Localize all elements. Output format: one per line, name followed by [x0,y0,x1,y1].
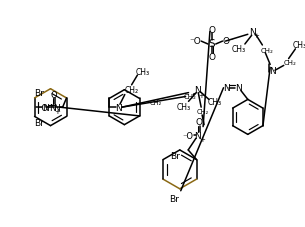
Text: +: + [54,109,60,115]
Text: CH₂: CH₂ [283,60,296,66]
Text: N: N [42,103,48,112]
Text: Br: Br [169,194,179,203]
Text: +: + [199,137,205,143]
Text: N: N [269,67,275,75]
Text: O: O [208,53,215,62]
Text: Br: Br [170,152,180,160]
Text: N: N [194,86,201,95]
Text: Br: Br [34,118,44,127]
Text: N: N [53,103,60,112]
Text: CH₃: CH₃ [177,102,191,111]
Text: CH₂: CH₂ [261,48,274,54]
Text: N: N [116,103,122,112]
Text: N: N [195,131,201,140]
Text: CH₂: CH₂ [197,109,209,115]
Text: CH₃: CH₃ [135,67,149,76]
Text: +: + [254,33,260,39]
Text: CH₂: CH₂ [184,94,197,100]
Text: ⁻O: ⁻O [38,103,49,112]
Text: S: S [209,39,215,49]
Text: +: + [198,92,204,98]
Text: O: O [51,91,57,100]
Text: O: O [196,118,203,127]
Text: N: N [249,28,256,37]
Text: Br: Br [34,88,44,97]
Text: N: N [49,103,56,112]
Text: CH₂: CH₂ [150,100,162,106]
Text: ⁻O: ⁻O [183,131,194,140]
Text: CH₂: CH₂ [124,86,139,95]
Text: N: N [223,84,230,93]
Text: CH₃: CH₃ [232,45,246,54]
Text: ⁻O: ⁻O [189,37,201,45]
Text: O: O [208,26,215,35]
Text: N: N [235,84,242,93]
Text: CH₃: CH₃ [208,97,222,106]
Text: O⁻: O⁻ [222,37,234,45]
Text: CH₃: CH₃ [292,40,305,49]
